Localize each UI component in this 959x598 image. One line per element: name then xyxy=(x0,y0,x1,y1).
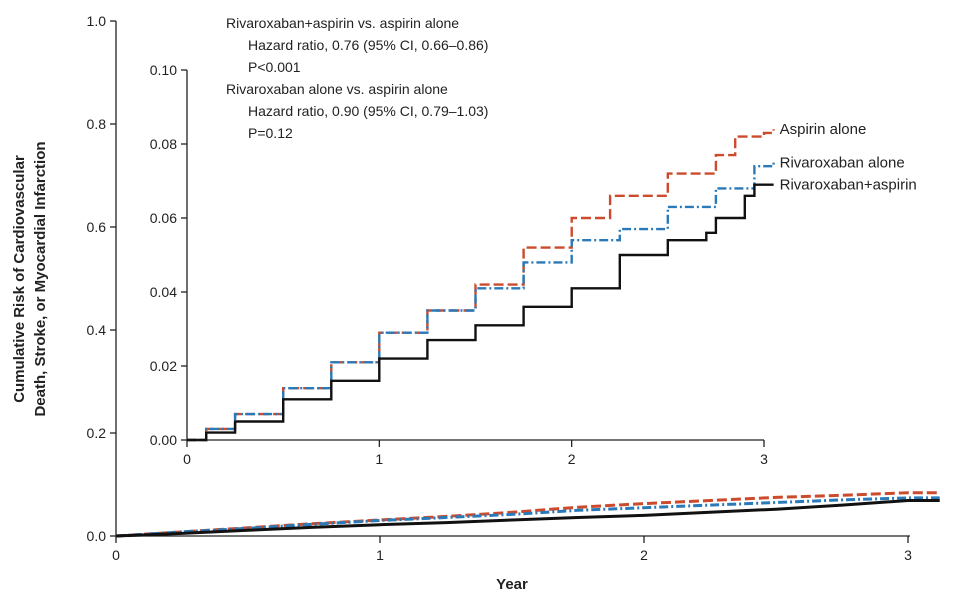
hazard-ratio-annotations: Rivaroxaban+aspirin vs. aspirin alone Ha… xyxy=(226,15,488,141)
y-axis-title-line1: Cumulative Risk of Cardiovascular xyxy=(11,155,28,403)
inset-y-tick-label: 0.08 xyxy=(150,136,177,152)
inset-y-tick-label: 0.06 xyxy=(150,210,177,226)
annotation-comparison-1: Rivaroxaban+aspirin vs. aspirin alone xyxy=(226,15,459,31)
annotation-comparison-2: Rivaroxaban alone vs. aspirin alone xyxy=(226,81,448,97)
inset-y-tick-label: 0.04 xyxy=(150,284,177,300)
inset-axes xyxy=(186,70,764,441)
main-x-tick-label: 1 xyxy=(376,547,384,563)
inset-series-group xyxy=(187,129,775,442)
inset-y-tick-label: 0.10 xyxy=(150,62,177,78)
main-y-tick-label: 0.8 xyxy=(87,116,107,132)
main-x-tick-label: 3 xyxy=(904,547,912,563)
inset-y-tick-label: 0.02 xyxy=(150,358,177,374)
inset-x-tick-label: 1 xyxy=(375,451,383,467)
main-x-ticks: 0 1 2 3 xyxy=(112,536,912,563)
annotation-p-value-2: P=0.12 xyxy=(248,125,293,141)
y-axis-title-line2: Death, Stroke, or Myocardial Infarction xyxy=(32,141,49,416)
inset-series-line-rivaroxaban-aspirin xyxy=(187,183,774,442)
main-y-tick-label: 0.2 xyxy=(87,425,107,441)
main-y-ticks: 0.0 0.2 0.4 0.6 0.8 1.0 xyxy=(87,13,116,544)
inset-y-tick-label: 0.00 xyxy=(150,432,177,448)
main-y-tick-label: 1.0 xyxy=(87,13,107,29)
main-y-tick-label: 0.6 xyxy=(87,219,107,235)
inset-x-tick-label: 3 xyxy=(760,451,768,467)
main-axes xyxy=(115,21,910,537)
inset-x-tick-label: 2 xyxy=(568,451,576,467)
series-label-rivaroxaban-aspirin: Rivaroxaban+aspirin xyxy=(780,177,917,194)
annotation-hazard-ratio-2: Hazard ratio, 0.90 (95% CI, 0.79–1.03) xyxy=(248,103,488,119)
inset-series-labels: Aspirin alone Rivaroxaban alone Rivaroxaba… xyxy=(780,121,917,194)
inset-x-tick-label: 0 xyxy=(183,451,191,467)
annotation-hazard-ratio-1: Hazard ratio, 0.76 (95% CI, 0.66–0.86) xyxy=(248,37,488,53)
series-label-aspirin-alone: Aspirin alone xyxy=(780,121,867,138)
inset-y-ticks: 0.00 0.02 0.04 0.06 0.08 0.10 xyxy=(150,62,187,448)
main-x-tick-label: 2 xyxy=(640,547,648,563)
inset-series-line-aspirin-alone xyxy=(187,129,775,442)
main-x-tick-label: 0 xyxy=(112,547,120,563)
annotation-p-value-1: P<0.001 xyxy=(248,59,301,75)
inset-series-line-rivaroxaban-alone xyxy=(187,162,775,442)
main-series-line-rivaroxaban xyxy=(115,496,940,538)
series-label-rivaroxaban-alone: Rivaroxaban alone xyxy=(780,155,905,172)
x-axis-title: Year xyxy=(496,576,528,593)
main-series-group xyxy=(115,491,940,538)
main-y-tick-label: 0.0 xyxy=(87,528,107,544)
inset-x-ticks: 0 1 2 3 xyxy=(183,440,768,467)
main-y-tick-label: 0.4 xyxy=(87,322,107,338)
main-series-line-combo xyxy=(115,499,940,538)
